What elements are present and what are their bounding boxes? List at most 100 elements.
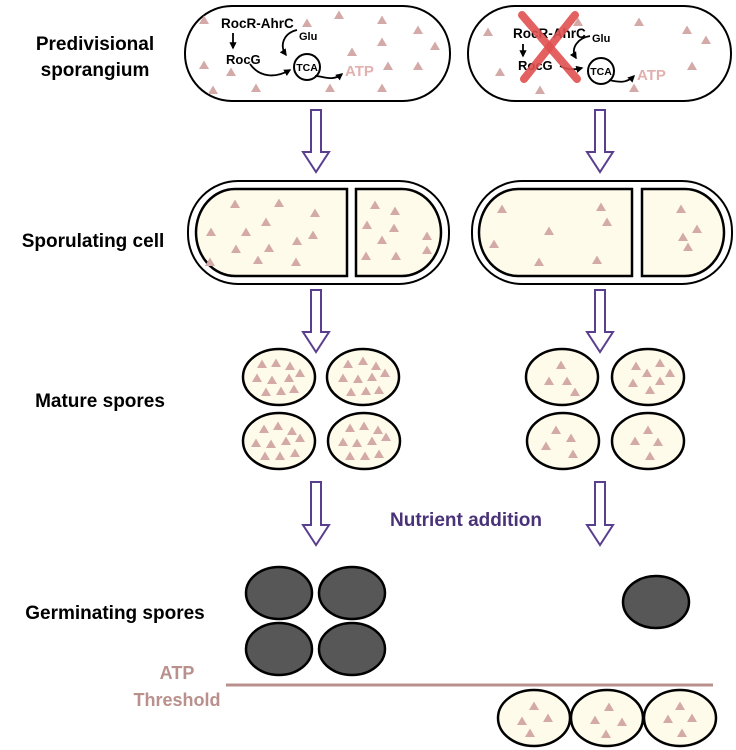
sporulating-cell-wildtype (187, 180, 450, 285)
mother-cell-compartment (477, 187, 634, 278)
mature-spore (241, 347, 317, 407)
triangle-marker (261, 217, 271, 226)
germinated-spore (317, 621, 387, 677)
triangle-marker (252, 373, 262, 382)
triangle-marker (290, 448, 300, 457)
triangle-marker (358, 356, 368, 365)
triangle-marker (285, 361, 295, 370)
triangle-marker (551, 425, 561, 434)
down-arrow-icon (301, 109, 331, 174)
row-labels: Predivisional sporangium Sporulating cel… (22, 34, 205, 624)
triangle-marker (634, 17, 644, 26)
triangle-marker (367, 436, 377, 445)
triangle-marker (629, 83, 639, 92)
triangle-marker (226, 67, 236, 76)
triangle-marker (604, 702, 614, 711)
mature-spore (569, 688, 645, 748)
triangle-marker (631, 361, 641, 370)
triangle-marker (517, 716, 527, 725)
triangle-marker (261, 387, 271, 396)
germinated-spores-wildtype (244, 565, 387, 677)
triangle-marker (362, 220, 372, 229)
triangle-marker (381, 432, 391, 441)
mature-spore (326, 411, 402, 471)
substrate-label: Glu (299, 31, 317, 43)
triangle-marker (653, 437, 663, 446)
triangle-marker (251, 83, 261, 92)
triangle-marker (266, 439, 276, 448)
triangle-marker (206, 227, 216, 236)
triangle-marker (645, 451, 655, 460)
triangle-marker (570, 387, 580, 396)
predivisional-cell-mutant: RocR-AhrC Glu RocG TCA ATP (467, 5, 732, 102)
triangle-marker (529, 701, 539, 710)
substrate-arrow (279, 29, 298, 57)
down-arrow-icon (585, 109, 615, 174)
triangle-marker (377, 235, 387, 244)
triangle-marker (692, 224, 702, 233)
triangle-marker (274, 198, 284, 207)
triangle-marker (371, 361, 381, 370)
triangle-marker (287, 426, 297, 435)
mature-spore (524, 347, 600, 407)
triangle-marker (346, 387, 356, 396)
triangle-marker (302, 18, 312, 27)
label-germinating-spores: Germinating spores (25, 603, 205, 624)
enzyme-label: RocG (226, 52, 261, 67)
mature-spore (610, 411, 686, 471)
triangle-marker (422, 231, 432, 240)
triangle-marker (334, 10, 344, 19)
triangle-marker (413, 61, 423, 70)
triangle-marker (264, 243, 274, 252)
triangle-marker (543, 713, 553, 722)
predivisional-cell-wildtype: RocR-AhrC Glu RocG TCA ATP (184, 5, 451, 102)
triangle-marker (617, 717, 627, 726)
triangle-marker (601, 729, 611, 738)
triangle-marker (308, 230, 318, 239)
triangle-marker (430, 41, 440, 50)
threshold-label-line1: ATP (160, 663, 195, 683)
mature-spore (241, 411, 317, 471)
ungerminated-spores-mutant (496, 688, 718, 748)
triangle-marker (360, 451, 370, 460)
cell-outline (467, 5, 732, 102)
triangle-marker (241, 227, 251, 236)
triangle-marker (655, 358, 665, 367)
germinated-spore (244, 565, 314, 621)
sporulating-cell-mutant (471, 180, 733, 285)
triangle-marker (377, 15, 387, 24)
triangle-marker (267, 375, 277, 384)
germinated-spore (621, 574, 691, 630)
triangle-marker (483, 27, 493, 36)
regulator-label: RocR-AhrC (513, 26, 586, 41)
triangle-marker (596, 202, 606, 211)
triangle-marker (535, 85, 545, 94)
triangle-marker (566, 433, 576, 442)
triangle-marker (489, 239, 499, 248)
triangle-marker (682, 25, 692, 34)
label-predivisional-line1: Predivisional (36, 34, 154, 55)
substrate-arrow (569, 35, 591, 60)
triangle-marker (273, 421, 283, 430)
triangle-marker (281, 436, 291, 445)
triangle-marker (377, 37, 387, 46)
triangle-marker (495, 67, 505, 76)
triangle-marker (276, 386, 286, 395)
triangle-marker (231, 244, 241, 253)
nutrient-addition-label: Nutrient addition (390, 510, 542, 531)
triangle-marker (497, 204, 507, 213)
triangle-marker (677, 728, 687, 737)
triangle-marker (284, 373, 294, 382)
triangle-marker (592, 255, 602, 264)
triangle-marker (665, 368, 675, 377)
triangle-marker (367, 372, 377, 381)
atp-arrow (314, 73, 344, 81)
triangle-marker (275, 451, 285, 460)
triangle-marker (373, 425, 383, 434)
mother-cell-compartment (194, 187, 349, 278)
triangle-marker (359, 421, 369, 430)
triangle-marker (380, 368, 390, 377)
triangle-marker (683, 242, 693, 251)
triangle-marker (310, 208, 320, 217)
triangle-marker (253, 255, 263, 264)
